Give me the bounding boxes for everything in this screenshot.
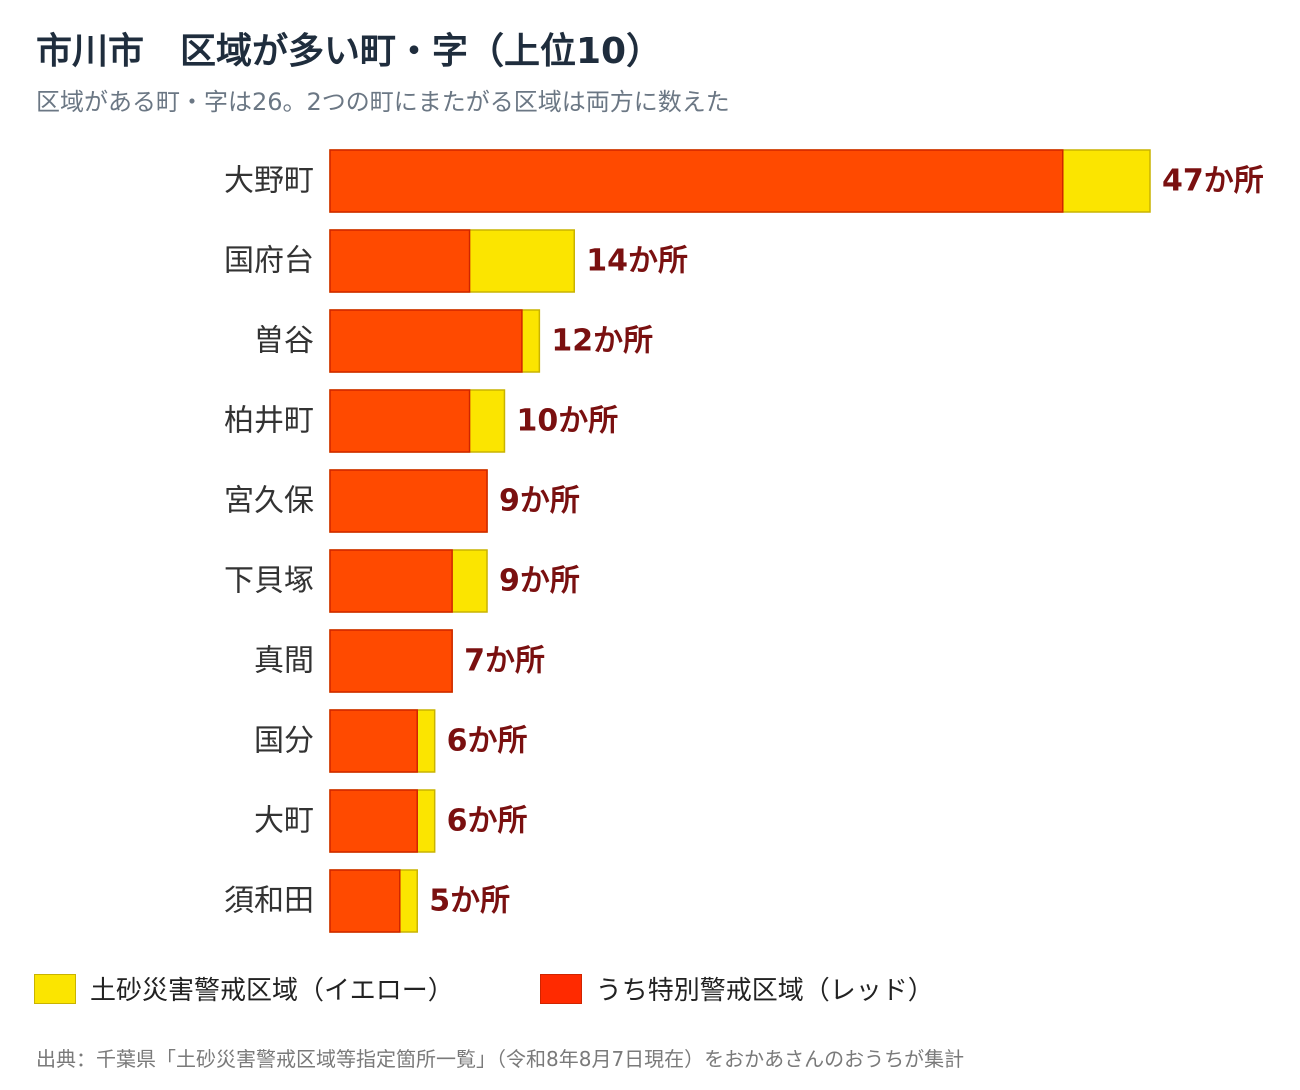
legend: 土砂災害警戒区域（イエロー） うち特別警戒区域（レッド） — [34, 970, 1020, 1007]
legend-swatch-yellow — [34, 973, 76, 1004]
category-label: 須和田 — [224, 884, 314, 919]
category-label: 国府台 — [224, 244, 314, 279]
legend-label-yellow: 土砂災害警戒区域（イエロー） — [90, 976, 454, 1006]
bar-red — [329, 469, 488, 533]
category-label: 柏井町 — [224, 404, 314, 439]
legend-item-red: うち特別警戒区域（レッド） — [539, 970, 934, 1007]
bar-red — [329, 709, 418, 773]
data-label: 5か所 — [429, 884, 510, 919]
bar-red — [329, 549, 453, 613]
data-label: 6か所 — [447, 724, 528, 759]
category-label: 大野町 — [224, 164, 314, 199]
data-label: 47か所 — [1162, 164, 1264, 199]
bar-red — [329, 789, 418, 853]
bar-red — [329, 309, 523, 373]
category-label: 下貝塚 — [224, 564, 314, 599]
bar-red — [329, 869, 401, 933]
source-note: 出典：千葉県「土砂災害警戒区域等指定箇所一覧」（令和8年8月7日現在）をおかあさ… — [36, 1047, 965, 1071]
bar-red — [329, 629, 453, 693]
category-label: 大町 — [254, 804, 314, 839]
legend-label-red: うち特別警戒区域（レッド） — [595, 976, 934, 1006]
category-label: 宮久保 — [224, 484, 314, 519]
data-label: 12か所 — [551, 324, 653, 359]
bar-red — [329, 389, 471, 453]
category-label: 国分 — [254, 724, 314, 759]
chart-subtitle: 区域がある町・字は26。2つの町にまたがる区域は両方に数えた — [36, 88, 730, 116]
data-label: 6か所 — [447, 804, 528, 839]
legend-swatch-red — [539, 973, 582, 1004]
bar-red — [329, 229, 471, 293]
chart-title: 市川市 区域が多い町・字（上位10） — [36, 31, 663, 72]
data-label: 9か所 — [499, 564, 580, 599]
category-label: 真間 — [254, 644, 314, 679]
data-label: 9か所 — [499, 484, 580, 519]
category-label: 曽谷 — [254, 324, 314, 359]
legend-item-yellow: 土砂災害警戒区域（イエロー） — [34, 970, 454, 1007]
data-label: 10か所 — [516, 404, 618, 439]
data-label: 14か所 — [586, 244, 688, 279]
bar-red — [329, 149, 1064, 213]
data-label: 7か所 — [464, 644, 545, 679]
